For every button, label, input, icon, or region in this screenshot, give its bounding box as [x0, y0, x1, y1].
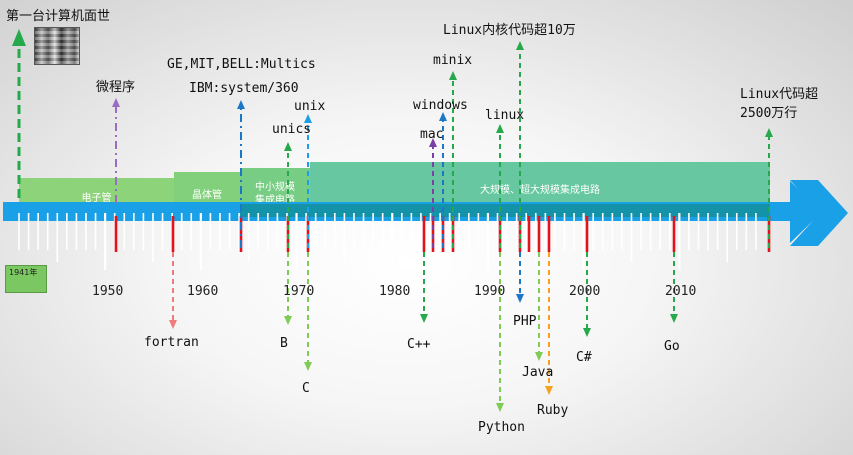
year-1960: 1960	[187, 284, 219, 299]
csharp-arrowhead	[583, 328, 591, 337]
year-1990: 1990	[474, 284, 506, 299]
label-csharp: C#	[576, 350, 592, 365]
year-1970: 1970	[283, 284, 315, 299]
era-transistor-label: 晶体管	[192, 190, 222, 201]
era-vacuum-tube-label: 电子管	[81, 193, 112, 204]
unix-arrowhead	[304, 114, 312, 123]
ruby-arrowhead	[545, 386, 553, 395]
label-windows: windows	[413, 98, 468, 113]
label-ibm360: IBM:system/360	[189, 81, 299, 96]
label-java: Java	[522, 365, 554, 380]
microprogram-arrowhead	[112, 98, 120, 107]
label-unix: unix	[294, 99, 326, 114]
label-mac: mac	[420, 127, 444, 142]
year-2000: 2000	[569, 284, 601, 299]
label-php: PHP	[513, 314, 537, 329]
label-linux-25m-b: 2500万行	[740, 106, 798, 121]
label-linux: linux	[485, 108, 525, 123]
arrow-head-shape	[790, 180, 848, 246]
label-go: Go	[664, 339, 680, 354]
era-small-medium-ic-label: 中小规模集成电路	[255, 181, 295, 206]
label-minix: minix	[433, 53, 473, 68]
php-arrowhead	[516, 294, 524, 303]
label-b: B	[280, 336, 288, 351]
year-2010: 2010	[665, 284, 697, 299]
arrow-head-polygon	[790, 180, 848, 246]
era-large-scale-ic-label: 大规模、超大规模集成电路	[480, 185, 600, 196]
go-arrowhead	[670, 314, 678, 323]
label-linux-100k: Linux内核代码超10万	[443, 23, 576, 38]
year-1950: 1950	[92, 284, 124, 299]
first-computer-photo	[34, 27, 80, 65]
unics-arrowhead	[284, 142, 292, 151]
c-arrowhead	[304, 362, 312, 371]
label-linux-25m-a: Linux代码超	[740, 87, 819, 102]
year-1980: 1980	[379, 284, 411, 299]
mac-arrowhead	[429, 138, 437, 147]
label-first-computer: 第一台计算机面世	[6, 9, 111, 24]
ibm360-arrowhead	[237, 100, 245, 109]
java-arrowhead	[535, 352, 543, 361]
linux-100k-arrowhead	[516, 41, 524, 50]
linux-arrowhead	[496, 124, 504, 133]
b-arrowhead	[284, 316, 292, 325]
windows-arrowhead	[439, 112, 447, 121]
cpp-arrowhead	[420, 314, 428, 323]
first-computer-arrowhead	[12, 29, 26, 46]
label-unics: unics	[272, 122, 312, 137]
label-fortran: fortran	[144, 335, 199, 350]
label-ruby: Ruby	[537, 403, 569, 418]
minix-arrowhead	[449, 71, 457, 80]
label-multics: GE,MIT,BELL:Multics	[167, 57, 316, 72]
python-arrowhead	[496, 403, 504, 412]
label-c: C	[302, 381, 310, 396]
fortran-arrowhead	[169, 320, 177, 329]
label-python: Python	[478, 420, 525, 435]
label-microprogram: 微程序	[96, 80, 136, 95]
linux-25m-arrowhead	[765, 128, 773, 137]
label-cpp: C++	[407, 337, 431, 352]
start-year-badge: 1941年	[5, 265, 47, 293]
